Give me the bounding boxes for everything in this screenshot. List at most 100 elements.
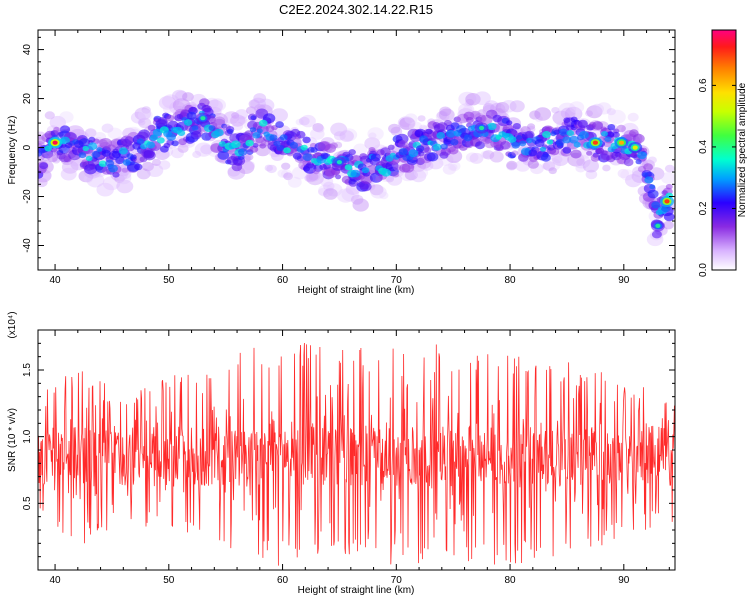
spectrogram-halo-cell	[52, 157, 61, 164]
x-tick-label: 40	[50, 275, 62, 286]
spectrogram-halo-cell	[141, 161, 154, 172]
spectrogram-halo-cell	[480, 150, 491, 159]
spectrogram-hotspot	[336, 160, 342, 165]
spectrogram-halo-cell	[255, 144, 271, 157]
spectrogram-halo-cell	[134, 107, 151, 121]
spectrogram-core-cell	[637, 151, 647, 160]
spectrogram-core-cell	[562, 136, 572, 144]
spectrogram-halo-cell	[469, 152, 484, 164]
spectrogram-halo-cell	[515, 159, 531, 172]
spectrogram-halo-cell	[182, 92, 194, 102]
spectrogram-mid-cell	[53, 126, 60, 133]
spectrogram-halo-cell	[305, 173, 317, 183]
spectrogram-halo-cell	[312, 123, 324, 132]
spectrogram-core-cell	[604, 136, 612, 142]
spectrogram-halo-cell	[243, 160, 255, 171]
spectrogram-halo-cell	[137, 119, 146, 126]
colorbar-gradient	[712, 30, 736, 270]
spectrogram-core-cell	[573, 141, 581, 148]
spectrogram-mid-cell	[157, 116, 168, 125]
spectrogram-core-cell	[511, 141, 520, 149]
snr-series-line	[38, 342, 675, 566]
spectrogram-halo-cell	[116, 179, 134, 194]
spectrogram-halo-cell	[534, 115, 543, 122]
spectrogram-core-cell	[436, 132, 446, 139]
y-tick-label: 0	[22, 144, 33, 150]
spectrogram-core-cell	[528, 149, 538, 157]
x-tick-label: 60	[277, 575, 289, 586]
spectrogram-frame	[37, 29, 676, 271]
spectrogram-mid-cell	[335, 174, 342, 180]
spectrogram-hotspot	[592, 140, 599, 145]
x-tick-label: 50	[163, 275, 175, 286]
spectrogram-core-cell	[44, 145, 52, 152]
spectrogram-mid-cell	[324, 143, 336, 153]
x-tick-label: 80	[505, 575, 517, 586]
spectrogram-halo-cell	[49, 115, 66, 130]
spectrogram-halo-cell	[447, 161, 461, 172]
spectrogram-halo-cell	[553, 155, 563, 164]
spectrogram-halo-cell	[495, 102, 510, 113]
spectrogram-halo-cell	[266, 164, 277, 174]
spectrogram-halo-cell	[341, 128, 358, 142]
spectrogram-halo-cell	[387, 173, 403, 186]
spectrogram-mid-cell	[663, 212, 675, 222]
spectrogram-halo-cell	[465, 93, 481, 106]
x-tick-label: 60	[277, 275, 289, 286]
spectrogram-core-cell	[649, 184, 656, 190]
spectrogram-halo-cell	[527, 123, 536, 130]
spectrogram-halo-cell	[232, 121, 244, 131]
spectrogram-halo-cell	[118, 168, 132, 180]
spectrogram-halo-cell	[161, 94, 180, 109]
spectrogram-halo-cell	[306, 171, 324, 186]
spectrogram-core-cell	[518, 140, 527, 147]
spectrogram-halo-cell	[462, 105, 473, 113]
colorbar-tick-label: 0.4	[698, 140, 709, 154]
spectrogram-halo-cell	[560, 107, 576, 120]
spectrogram-core-cell	[555, 139, 565, 147]
colorbar-tick-label: 0.0	[698, 263, 709, 277]
spectrogram-core-cell	[566, 130, 575, 137]
spectrogram-halo-cell	[385, 175, 395, 183]
spectrogram-core-cell	[568, 135, 579, 144]
spectrogram-mid-cell	[275, 121, 284, 128]
spectrogram-mid-cell	[426, 152, 439, 162]
spectrogram-halo-cell	[96, 182, 114, 197]
spectrogram-core-cell	[542, 131, 551, 138]
spectrogram-mid-cell	[391, 171, 400, 178]
spectrogram-halo-cell	[330, 122, 348, 137]
colorbar-ticks: 0.0 0.2 0.4 0.6	[698, 78, 736, 277]
spectrogram-mid-cell	[507, 151, 516, 159]
spectrogram-halo-cell	[608, 109, 626, 124]
spectrogram-mid-cell	[190, 130, 202, 140]
spectrogram-halo-cell	[442, 163, 457, 175]
spectrogram-halo-cell	[399, 117, 412, 128]
spectrogram-halo-cell	[582, 159, 600, 173]
spectrogram-core-cell	[214, 128, 224, 137]
x-tick-label: 90	[618, 275, 630, 286]
spectrogram-core-cell	[651, 201, 661, 209]
spectrogram-halo-cell	[130, 111, 146, 124]
spectrogram-halo-cell	[60, 167, 77, 181]
spectrogram-x-label: Height of straight line (km)	[298, 285, 415, 296]
spectrogram-halo-cell	[458, 91, 477, 107]
spectrogram-halo-cell	[473, 91, 491, 105]
spectrogram-halo-cell	[351, 194, 364, 205]
spectrogram-halo-cell	[438, 108, 455, 122]
spectrogram-mid-cell	[143, 150, 156, 161]
spectrogram-mid-cell	[465, 116, 474, 124]
spectrogram-core-cell	[238, 148, 248, 156]
spectrogram-core-cell	[283, 147, 291, 154]
spectrogram-mid-cell	[401, 162, 415, 173]
spectrogram-halo-cell	[439, 106, 452, 117]
spectrogram-core-cell	[642, 172, 649, 178]
spectrogram-halo-cell	[352, 198, 369, 212]
x-tick-label: 70	[391, 275, 403, 286]
spectrogram-mid-cell	[448, 146, 459, 155]
spectrogram-mid-cell	[250, 115, 257, 121]
spectrogram-halo-cell	[175, 90, 188, 101]
spectrogram-halo-cell	[364, 137, 381, 150]
spectrogram-halo-cell	[138, 117, 152, 129]
spectrogram-halo-cell	[304, 174, 313, 182]
